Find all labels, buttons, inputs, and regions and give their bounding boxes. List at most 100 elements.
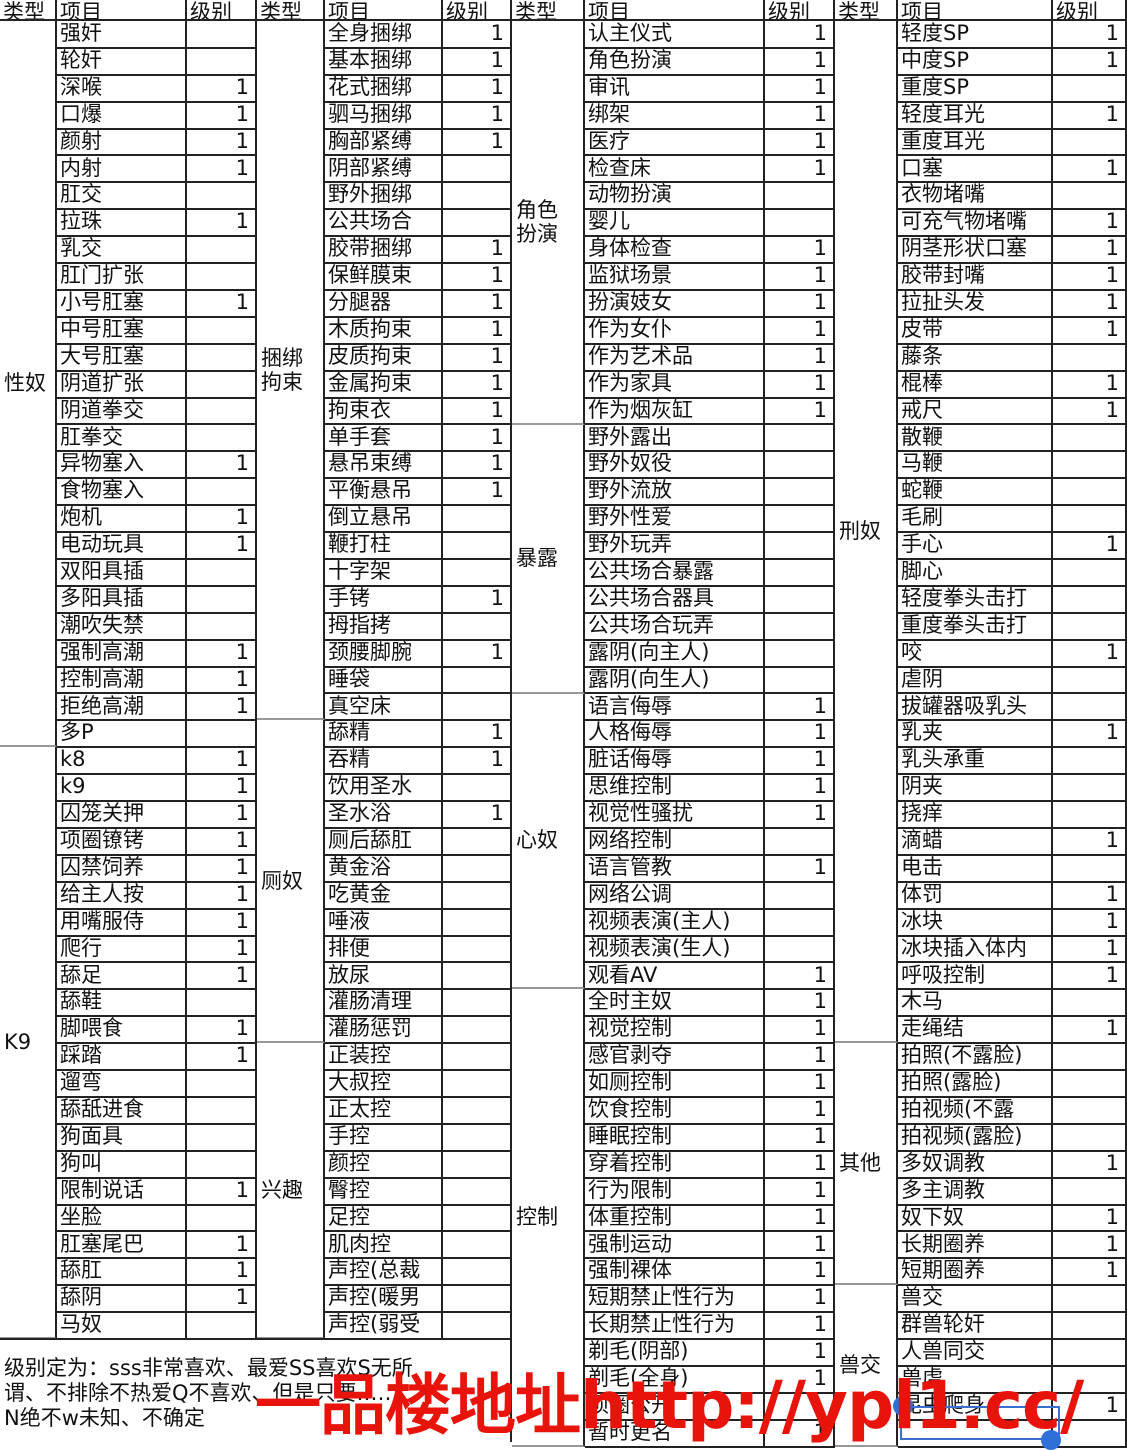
item-cell[interactable]: 中号肛塞 xyxy=(57,316,187,345)
level-cell[interactable]: 1 xyxy=(765,854,835,883)
item-cell[interactable]: 野外奴役 xyxy=(585,451,765,480)
item-cell[interactable]: 角色扮演 xyxy=(585,47,765,76)
item-cell[interactable]: 人兽同交 xyxy=(898,1339,1053,1367)
item-cell[interactable]: 露阴(向主人) xyxy=(585,639,765,668)
item-cell[interactable]: 厕后舔肛 xyxy=(325,828,443,856)
level-cell[interactable] xyxy=(187,236,257,265)
level-cell[interactable] xyxy=(1053,1339,1127,1367)
item-cell[interactable]: 毛刷 xyxy=(898,505,1053,534)
item-cell[interactable]: 行为限制 xyxy=(585,1177,765,1206)
item-cell[interactable]: 短期圈养 xyxy=(898,1258,1053,1287)
level-cell[interactable]: 1 xyxy=(443,74,512,103)
level-cell[interactable] xyxy=(443,1043,512,1072)
item-cell[interactable]: 兽交 xyxy=(898,1285,1053,1314)
item-cell[interactable]: 作为烟灰缸 xyxy=(585,397,765,426)
level-cell[interactable]: 1 xyxy=(1053,397,1127,426)
level-cell[interactable] xyxy=(1053,774,1127,803)
item-cell[interactable]: 正装控 xyxy=(325,1043,443,1072)
selected-cell[interactable] xyxy=(900,1406,1060,1440)
level-cell[interactable]: 1 xyxy=(765,128,835,157)
level-cell[interactable]: 1 xyxy=(765,47,835,76)
item-cell[interactable]: 睡眠控制 xyxy=(585,1123,765,1152)
item-cell[interactable]: 木马 xyxy=(898,989,1053,1018)
level-cell[interactable] xyxy=(1053,1043,1127,1072)
level-cell[interactable]: 1 xyxy=(443,747,512,776)
level-cell[interactable] xyxy=(187,612,257,641)
level-cell[interactable]: 1 xyxy=(1053,639,1127,668)
level-cell[interactable] xyxy=(187,397,257,426)
item-cell[interactable]: 灌肠清理 xyxy=(325,989,443,1018)
item-cell[interactable]: 网络控制 xyxy=(585,828,765,856)
level-cell[interactable]: 1 xyxy=(187,666,257,695)
item-cell[interactable]: 兽虐 xyxy=(898,1366,1053,1394)
level-cell[interactable] xyxy=(1053,505,1127,534)
level-cell[interactable] xyxy=(443,881,512,910)
item-cell[interactable]: 轻度耳光 xyxy=(898,101,1053,130)
item-cell[interactable]: 电击 xyxy=(898,854,1053,883)
category-cell[interactable]: 控制 xyxy=(512,989,585,1447)
level-cell[interactable] xyxy=(443,612,512,641)
item-cell[interactable]: 十字架 xyxy=(325,559,443,587)
item-cell[interactable]: 短期禁止性行为 xyxy=(585,1285,765,1314)
item-cell[interactable]: 棍棒 xyxy=(898,370,1053,399)
item-cell[interactable]: 囚笼关押 xyxy=(57,801,187,829)
item-cell[interactable]: 食物塞入 xyxy=(57,478,187,507)
item-cell[interactable]: 倒立悬吊 xyxy=(325,505,443,534)
level-cell[interactable]: 1 xyxy=(1053,101,1127,130)
level-cell[interactable]: 1 xyxy=(187,1177,257,1206)
item-cell[interactable]: 花式捆绑 xyxy=(325,74,443,103)
item-cell[interactable]: 拍照(露脸) xyxy=(898,1070,1053,1098)
level-cell[interactable]: 1 xyxy=(765,1016,835,1045)
level-cell[interactable] xyxy=(443,828,512,856)
item-cell[interactable]: 颈腰脚腕 xyxy=(325,639,443,668)
level-cell[interactable] xyxy=(765,935,835,964)
item-cell[interactable]: 内射 xyxy=(57,155,187,184)
item-cell[interactable]: 肛交 xyxy=(57,182,187,211)
item-cell[interactable]: 爬行 xyxy=(57,935,187,964)
item-cell[interactable]: 强制运动 xyxy=(585,1231,765,1260)
level-cell[interactable] xyxy=(187,585,257,614)
item-cell[interactable]: 舔肛 xyxy=(57,1258,187,1287)
item-cell[interactable]: 拉珠 xyxy=(57,209,187,238)
level-cell[interactable]: 1 xyxy=(1053,316,1127,345)
item-cell[interactable]: 饮食控制 xyxy=(585,1097,765,1125)
level-cell[interactable] xyxy=(443,1285,512,1314)
level-cell[interactable]: 1 xyxy=(1053,370,1127,399)
item-cell[interactable]: 拘束衣 xyxy=(325,397,443,426)
item-cell[interactable]: 多P xyxy=(57,720,187,749)
level-cell[interactable] xyxy=(443,962,512,991)
level-cell[interactable] xyxy=(765,505,835,534)
level-cell[interactable]: 1 xyxy=(765,1285,835,1314)
level-cell[interactable]: 1 xyxy=(187,451,257,480)
level-cell[interactable]: 1 xyxy=(187,828,257,856)
level-cell[interactable] xyxy=(443,1204,512,1233)
level-cell[interactable]: 1 xyxy=(765,21,835,49)
level-cell[interactable]: 1 xyxy=(187,101,257,130)
level-cell[interactable]: 1 xyxy=(765,1150,835,1179)
item-cell[interactable]: 拔罐器吸乳头 xyxy=(898,693,1053,722)
level-cell[interactable]: 1 xyxy=(187,1231,257,1260)
item-cell[interactable]: 胸部紧缚 xyxy=(325,128,443,157)
level-cell[interactable] xyxy=(1053,74,1127,103)
level-cell[interactable]: 1 xyxy=(765,1312,835,1341)
level-cell[interactable] xyxy=(187,424,257,453)
level-cell[interactable]: 1 xyxy=(765,1231,835,1260)
level-cell[interactable]: 1 xyxy=(765,236,835,265)
level-cell[interactable] xyxy=(1053,854,1127,883)
item-cell[interactable]: 轻度SP xyxy=(898,21,1053,49)
level-cell[interactable]: 1 xyxy=(443,128,512,157)
item-cell[interactable]: 遛弯 xyxy=(57,1070,187,1098)
level-cell[interactable] xyxy=(765,881,835,910)
level-cell[interactable]: 1 xyxy=(765,343,835,372)
item-cell[interactable]: 滴蜡 xyxy=(898,828,1053,856)
level-cell[interactable]: 1 xyxy=(187,1043,257,1072)
item-cell[interactable]: 全时主奴 xyxy=(585,989,765,1018)
level-cell[interactable]: 1 xyxy=(443,101,512,130)
item-cell[interactable]: 舔足 xyxy=(57,962,187,991)
level-cell[interactable] xyxy=(1053,585,1127,614)
level-cell[interactable]: 1 xyxy=(765,1177,835,1206)
level-cell[interactable] xyxy=(765,182,835,211)
item-cell[interactable]: 阴道拳交 xyxy=(57,397,187,426)
level-cell[interactable]: 1 xyxy=(765,155,835,184)
item-cell[interactable]: 大叔控 xyxy=(325,1070,443,1098)
